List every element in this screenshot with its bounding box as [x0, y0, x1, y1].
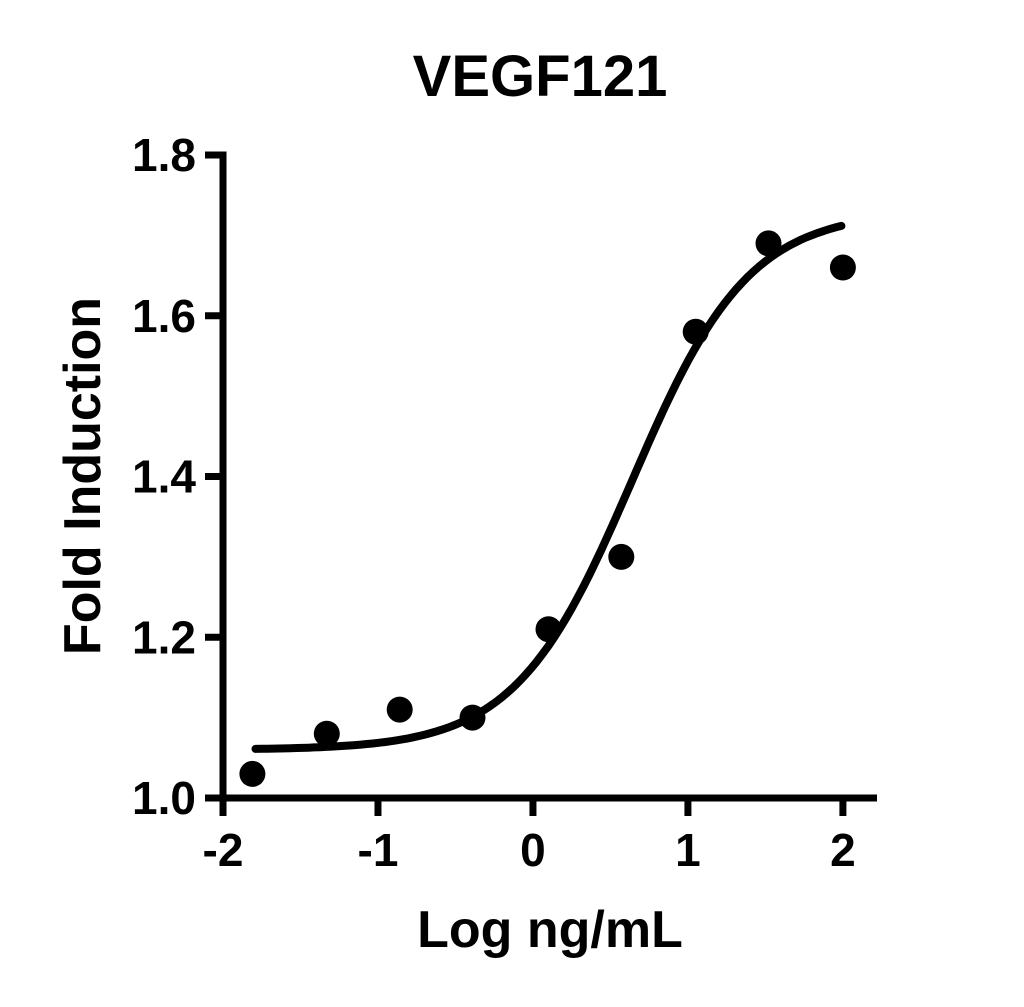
y-tick-label: 1.6 — [132, 290, 196, 342]
data-point — [386, 696, 413, 723]
data-point — [829, 254, 856, 281]
x-tick-label: 2 — [830, 824, 856, 876]
axes: 1.0 1.2 1.4 1.6 1.8 -2 -1 0 1 2 — [132, 129, 877, 876]
y-tick-label: 1.0 — [132, 772, 196, 824]
y-tick-label: 1.2 — [132, 611, 196, 663]
plot-series — [239, 221, 856, 787]
data-point — [313, 720, 340, 747]
x-tick-label: 1 — [675, 824, 701, 876]
y-axis-label: Fold Induction — [54, 297, 112, 655]
y-tick-label: 1.4 — [132, 451, 196, 503]
x-tick-label: -1 — [358, 824, 399, 876]
data-point — [239, 760, 266, 787]
data-point — [608, 543, 635, 570]
x-tick-label: -2 — [203, 824, 244, 876]
y-tick-label: 1.8 — [132, 129, 196, 181]
chart-title: VEGF121 — [413, 44, 668, 109]
x-tick-label: 0 — [520, 824, 546, 876]
x-axis-label: Log ng/mL — [417, 901, 683, 959]
fit-curve — [251, 221, 846, 753]
